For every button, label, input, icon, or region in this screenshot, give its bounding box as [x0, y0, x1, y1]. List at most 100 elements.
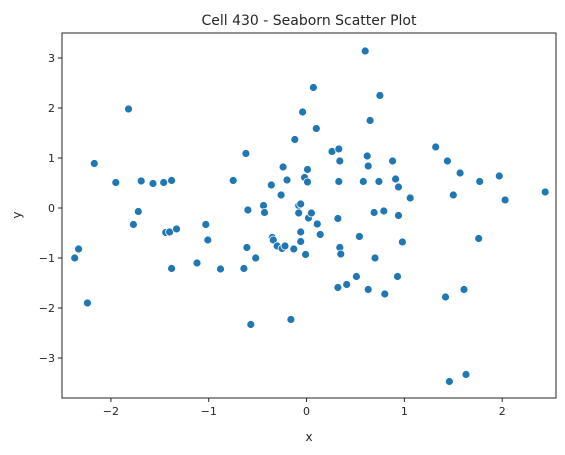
scatter-point-73 [365, 116, 375, 125]
scatter-point-26 [251, 253, 261, 263]
scatter-point-6 [128, 220, 138, 229]
scatter-point-44 [296, 227, 306, 237]
scatter-point-84 [394, 211, 403, 220]
scatter-point-22 [241, 149, 251, 158]
scatter-point-52 [306, 208, 316, 218]
x-tick-label: −1 [201, 405, 217, 418]
scatter-point-92 [455, 168, 465, 178]
scatter-point-36 [280, 241, 290, 251]
scatter-point-9 [148, 179, 158, 188]
scatter-point-87 [431, 142, 441, 152]
scatter-point-35 [278, 162, 288, 172]
scatter-point-75 [370, 253, 380, 263]
scatter-point-77 [375, 91, 385, 100]
scatter-point-20 [228, 176, 238, 185]
y-tick-label: 2 [48, 102, 55, 115]
scatter-point-64 [336, 249, 346, 259]
x-tick-label: 1 [401, 405, 408, 418]
scatter-point-96 [475, 177, 485, 186]
scatter-point-78 [379, 206, 389, 216]
scatter-point-71 [363, 161, 373, 171]
y-tick-label: −3 [39, 352, 55, 365]
y-tick-label: −2 [39, 302, 55, 315]
scatter-point-68 [358, 177, 368, 186]
scatter-point-53 [308, 83, 318, 92]
scatter-point-5 [124, 104, 133, 114]
scatter-point-97 [494, 171, 504, 181]
scatter-point-99 [540, 187, 550, 197]
points-layer [70, 46, 550, 386]
scatter-point-88 [441, 292, 450, 302]
scatter-point-55 [312, 219, 322, 229]
x-tick-label: 2 [499, 405, 506, 418]
scatter-point-72 [363, 285, 373, 294]
scatter-point-74 [369, 208, 379, 217]
scatter-point-82 [393, 272, 402, 281]
scatter-point-28 [260, 208, 269, 217]
scatter-point-79 [380, 289, 390, 299]
scatter-point-45 [296, 237, 306, 246]
scatter-point-4 [111, 178, 121, 187]
scatter-point-58 [333, 214, 343, 223]
x-tick-label: 0 [303, 405, 310, 418]
scatter-point-59 [333, 283, 343, 292]
scatter-point-69 [360, 46, 370, 56]
scatter-point-16 [192, 258, 202, 268]
scatter-point-85 [397, 237, 407, 247]
scatter-point-37 [282, 175, 292, 185]
chart-title: Cell 430 - Seaborn Scatter Plot [201, 13, 417, 29]
scatter-point-39 [289, 244, 299, 254]
scatter-point-83 [394, 182, 403, 192]
x-axis: −2 −1 0 1 2 [103, 398, 506, 418]
scatter-point-93 [459, 285, 469, 294]
scatter-point-3 [89, 159, 99, 168]
scatter-point-40 [290, 135, 300, 144]
scatter-point-42 [294, 208, 304, 218]
scatter-point-43 [296, 199, 306, 209]
scatter-point-50 [303, 165, 312, 174]
scatter-point-95 [474, 234, 484, 243]
scatter-point-65 [342, 280, 352, 289]
scatter-point-48 [301, 250, 311, 259]
y-axis-label: y [10, 211, 24, 218]
scatter-point-17 [201, 220, 211, 229]
scatter-point-89 [442, 156, 452, 166]
scatter-point-18 [203, 235, 213, 245]
y-tick-label: 0 [48, 202, 55, 215]
scatter-point-29 [266, 180, 276, 190]
scatter-point-67 [354, 232, 364, 241]
scatter-point-19 [216, 264, 225, 274]
x-axis-label: x [305, 430, 312, 444]
scatter-point-76 [374, 177, 384, 186]
scatter-point-15 [172, 224, 181, 234]
scatter-point-10 [159, 178, 169, 187]
scatter-point-86 [405, 193, 415, 203]
scatter-point-24 [243, 205, 253, 215]
scatter-point-81 [391, 174, 401, 184]
y-axis: −3 −2 −1 0 1 2 3 [39, 52, 62, 365]
scatter-point-38 [286, 315, 296, 324]
scatter-point-62 [335, 156, 345, 166]
scatter-point-80 [388, 156, 398, 166]
scatter-point-60 [334, 144, 344, 154]
scatter-point-46 [298, 107, 308, 117]
scatter-point-54 [311, 124, 321, 133]
scatter-point-70 [362, 151, 372, 161]
scatter-point-91 [448, 190, 458, 200]
y-tick-label: −1 [39, 252, 55, 265]
scatter-point-56 [315, 230, 325, 239]
scatter-point-14 [167, 264, 177, 273]
scatter-point-13 [167, 176, 177, 185]
scatter-point-7 [133, 207, 143, 216]
scatter-point-2 [83, 298, 92, 308]
scatter-point-49 [303, 177, 312, 187]
scatter-point-98 [500, 195, 510, 205]
y-tick-label: 3 [48, 52, 55, 65]
scatter-point-90 [444, 377, 454, 386]
x-tick-label: −2 [103, 405, 119, 418]
scatter-point-61 [334, 177, 344, 186]
scatter-point-21 [239, 264, 249, 273]
scatter-point-0 [70, 253, 80, 263]
scatter-point-1 [74, 244, 83, 254]
